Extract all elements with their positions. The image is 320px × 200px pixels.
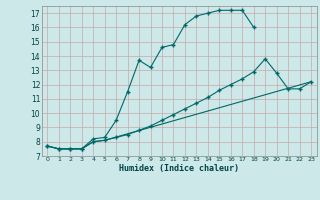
X-axis label: Humidex (Indice chaleur): Humidex (Indice chaleur) [119, 164, 239, 173]
